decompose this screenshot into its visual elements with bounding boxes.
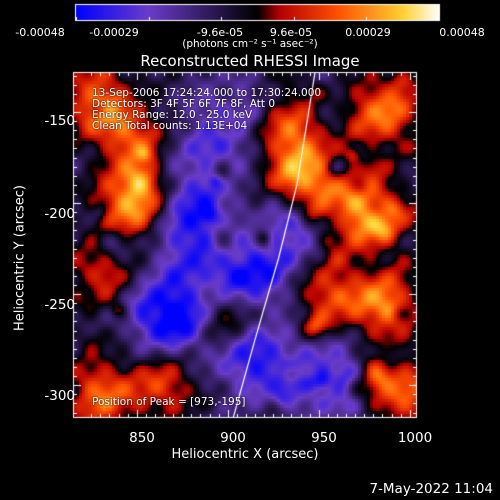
- x-tick-label: 850: [129, 430, 155, 446]
- annotation-detectors: Detectors: 3F 4F 5F 6F 7F 8F, Att 0: [92, 98, 276, 110]
- y-axis-label: Heliocentric Y (arcsec): [12, 185, 28, 331]
- colorbar-units: (photons cm⁻² s⁻¹ asec⁻²): [182, 38, 318, 50]
- plot-title: Reconstructed RHESSI Image: [140, 52, 360, 70]
- peak-position-label: Position of Peak = [973,-195]: [92, 396, 246, 408]
- date-stamp: 7-May-2022 11:04: [369, 481, 493, 497]
- x-tick-label: 900: [220, 430, 246, 446]
- annotation-time-range: 13-Sep-2006 17:24:24.000 to 17:30:24.000: [92, 87, 322, 99]
- y-tick-label: -200: [44, 206, 75, 222]
- annotation-total-counts: Clean Total counts: 1.13E+04: [92, 120, 248, 132]
- colorbar-tick: -9.6e-05: [196, 26, 244, 39]
- y-tick-label: -250: [44, 297, 75, 313]
- colorbar-tick: 0.00048: [439, 26, 485, 39]
- y-tick-label: -300: [44, 388, 75, 404]
- y-tick-label: -150: [44, 113, 75, 129]
- colorbar-tick: -0.00048: [15, 26, 65, 39]
- colorbar-tick: 9.6e-05: [269, 26, 313, 39]
- x-axis-label: Heliocentric X (arcsec): [171, 447, 319, 462]
- x-tick-label: 950: [311, 430, 337, 446]
- colorbar-tick: -0.00029: [89, 26, 139, 39]
- x-tick-label: 1000: [397, 430, 433, 446]
- annotation-energy-range: Energy Range: 12.0 - 25.0 keV: [92, 109, 253, 121]
- colorbar-tick: 0.00029: [345, 26, 391, 39]
